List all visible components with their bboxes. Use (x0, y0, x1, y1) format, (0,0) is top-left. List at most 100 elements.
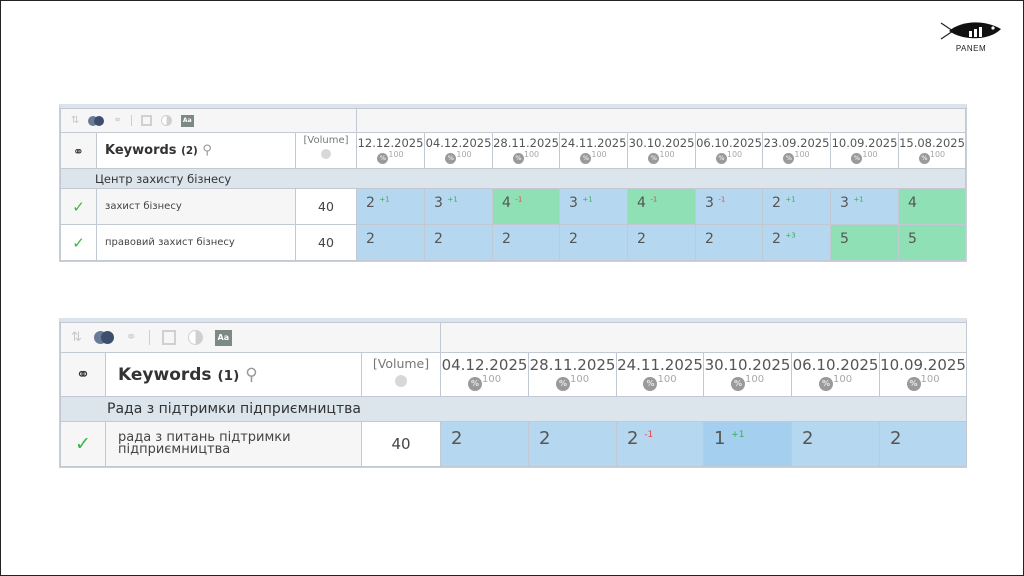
position-cell[interactable]: 2 (528, 421, 618, 467)
position-value: 2 (569, 231, 578, 247)
position-value: 2 (637, 231, 646, 247)
position-cell[interactable]: 2 (424, 224, 493, 261)
percent-value: 100 (794, 150, 810, 159)
position-cell[interactable]: 3 +1 (830, 188, 899, 225)
percent-value: 100 (569, 374, 590, 385)
percent-icon: % (906, 376, 921, 391)
percent-value: 100 (920, 374, 940, 385)
font-size-icon[interactable]: Aa (214, 329, 232, 346)
volume-header[interactable]: [Volume] (360, 352, 442, 397)
position-value: 3 (840, 195, 849, 211)
position-cell[interactable]: 2 (879, 421, 968, 467)
position-cell[interactable]: 3 -1 (695, 188, 763, 225)
position-value: 3 (569, 195, 578, 211)
keyword-cell[interactable]: рада з питань підтримки підприємництва (105, 421, 362, 467)
position-cell[interactable]: 3 +1 (424, 188, 493, 225)
keyword-cell[interactable]: захист бізнесу (96, 188, 296, 225)
position-cell[interactable]: 4 -1 (627, 188, 696, 225)
position-cell[interactable]: 2 (627, 224, 696, 261)
position-cell[interactable]: 3 +1 (559, 188, 628, 225)
contrast-icon[interactable] (187, 330, 203, 345)
position-delta: +1 (447, 195, 458, 204)
percent-value: 100 (657, 374, 677, 385)
date-column-header[interactable]: 06.10.2025% 100 (791, 352, 881, 397)
date-column-header[interactable]: 24.11.2025% 100 (616, 352, 705, 397)
position-value: 4 (908, 195, 917, 211)
date-label: 30.10.2025 (628, 136, 695, 150)
toolbar: ⇅ ⚭ Aa (60, 108, 357, 133)
percent-value: 100 (726, 150, 743, 159)
position-cell[interactable]: 2 -1 (616, 421, 705, 467)
toggle-view-icon[interactable] (88, 115, 105, 126)
save-icon[interactable] (161, 330, 176, 345)
keywords-header[interactable]: Keywords (1) ⚲ (105, 352, 362, 397)
date-label: 23.09.2025 (763, 136, 830, 150)
sort-icon[interactable]: ⇅ (71, 115, 80, 126)
percent-value: 100 (862, 150, 878, 159)
save-icon[interactable] (140, 115, 152, 126)
toggle-view-icon[interactable] (93, 331, 114, 344)
check-icon[interactable]: ✓ (60, 421, 106, 467)
position-cell[interactable]: 2 +3 (762, 224, 831, 261)
link-column-header[interactable]: ⚭ (60, 352, 106, 397)
position-delta: +1 (731, 430, 745, 440)
link-column-header[interactable]: ⚭ (60, 132, 97, 169)
font-size-icon[interactable]: Aa (180, 114, 194, 127)
position-cell[interactable]: 5 (897, 224, 967, 261)
position-cell[interactable]: 4 (897, 188, 967, 225)
position-cell[interactable]: 4 -1 (492, 188, 560, 225)
date-column-header[interactable]: 10.09.2025% 100 (879, 352, 968, 397)
date-column-header[interactable]: 12.12.2025% 100 (356, 132, 425, 169)
percent-icon: % (555, 376, 570, 391)
date-column-header[interactable]: 30.10.2025% 100 (703, 352, 793, 397)
position-delta: +1 (785, 195, 796, 204)
position-cell[interactable]: 5 (830, 224, 899, 261)
check-icon[interactable]: ✓ (60, 224, 97, 261)
date-column-header[interactable]: 28.11.2025% 100 (528, 352, 618, 397)
date-column-header[interactable]: 23.09.2025% 100 (762, 132, 831, 169)
date-label: 06.10.2025 (696, 136, 762, 150)
date-label: 24.11.2025 (617, 356, 703, 374)
position-cell[interactable]: 2 (559, 224, 628, 261)
date-column-header[interactable]: 10.09.2025% 100 (830, 132, 899, 169)
position-delta: +1 (582, 195, 593, 204)
date-column-header[interactable]: 28.11.2025% 100 (492, 132, 560, 169)
date-label: 06.10.2025 (792, 356, 879, 374)
sort-icon[interactable]: ⇅ (71, 330, 82, 345)
position-value: 2 (705, 231, 714, 247)
date-column-header[interactable]: 24.11.2025% 100 (559, 132, 628, 169)
link-icon[interactable]: ⚭ (113, 115, 122, 126)
position-delta: -1 (644, 430, 654, 440)
search-icon[interactable]: ⚲ (202, 143, 212, 158)
position-cell[interactable]: 2 (791, 421, 881, 467)
date-column-header[interactable]: 30.10.2025% 100 (627, 132, 696, 169)
contrast-icon[interactable] (160, 115, 172, 126)
globe-icon (321, 149, 331, 159)
date-column-header[interactable]: 04.12.2025% 100 (440, 352, 530, 397)
keyword-cell[interactable]: правовий захист бізнесу (96, 224, 296, 261)
position-cell[interactable]: 2 (695, 224, 763, 261)
volume-header[interactable]: [Volume] (295, 132, 357, 169)
position-cell[interactable]: 2 +1 (356, 188, 425, 225)
position-cell[interactable]: 1 +1 (703, 421, 793, 467)
position-cell[interactable]: 2 (492, 224, 560, 261)
date-label: 15.08.2025 (899, 136, 965, 150)
chain-link-icon: ⚭ (75, 364, 91, 385)
date-column-header[interactable]: 15.08.2025% 100 (897, 132, 967, 169)
position-value: 2 (772, 231, 781, 247)
percent-icon: % (377, 152, 389, 164)
position-value: 2 (802, 428, 814, 449)
keywords-header[interactable]: Keywords (2) ⚲ (96, 132, 296, 169)
date-column-header[interactable]: 04.12.2025% 100 (424, 132, 493, 169)
position-cell[interactable]: 2 +1 (762, 188, 831, 225)
position-value: 2 (890, 428, 902, 449)
position-value: 2 (772, 195, 781, 211)
group-label: Рада з підтримки підприємництва (59, 396, 968, 422)
date-column-header[interactable]: 06.10.2025% 100 (695, 132, 763, 169)
position-value: 5 (908, 231, 917, 247)
search-icon[interactable]: ⚲ (245, 364, 258, 385)
check-icon[interactable]: ✓ (60, 188, 97, 225)
position-cell[interactable]: 2 (356, 224, 425, 261)
link-icon[interactable]: ⚭ (125, 330, 137, 345)
position-cell[interactable]: 2 (440, 421, 530, 467)
